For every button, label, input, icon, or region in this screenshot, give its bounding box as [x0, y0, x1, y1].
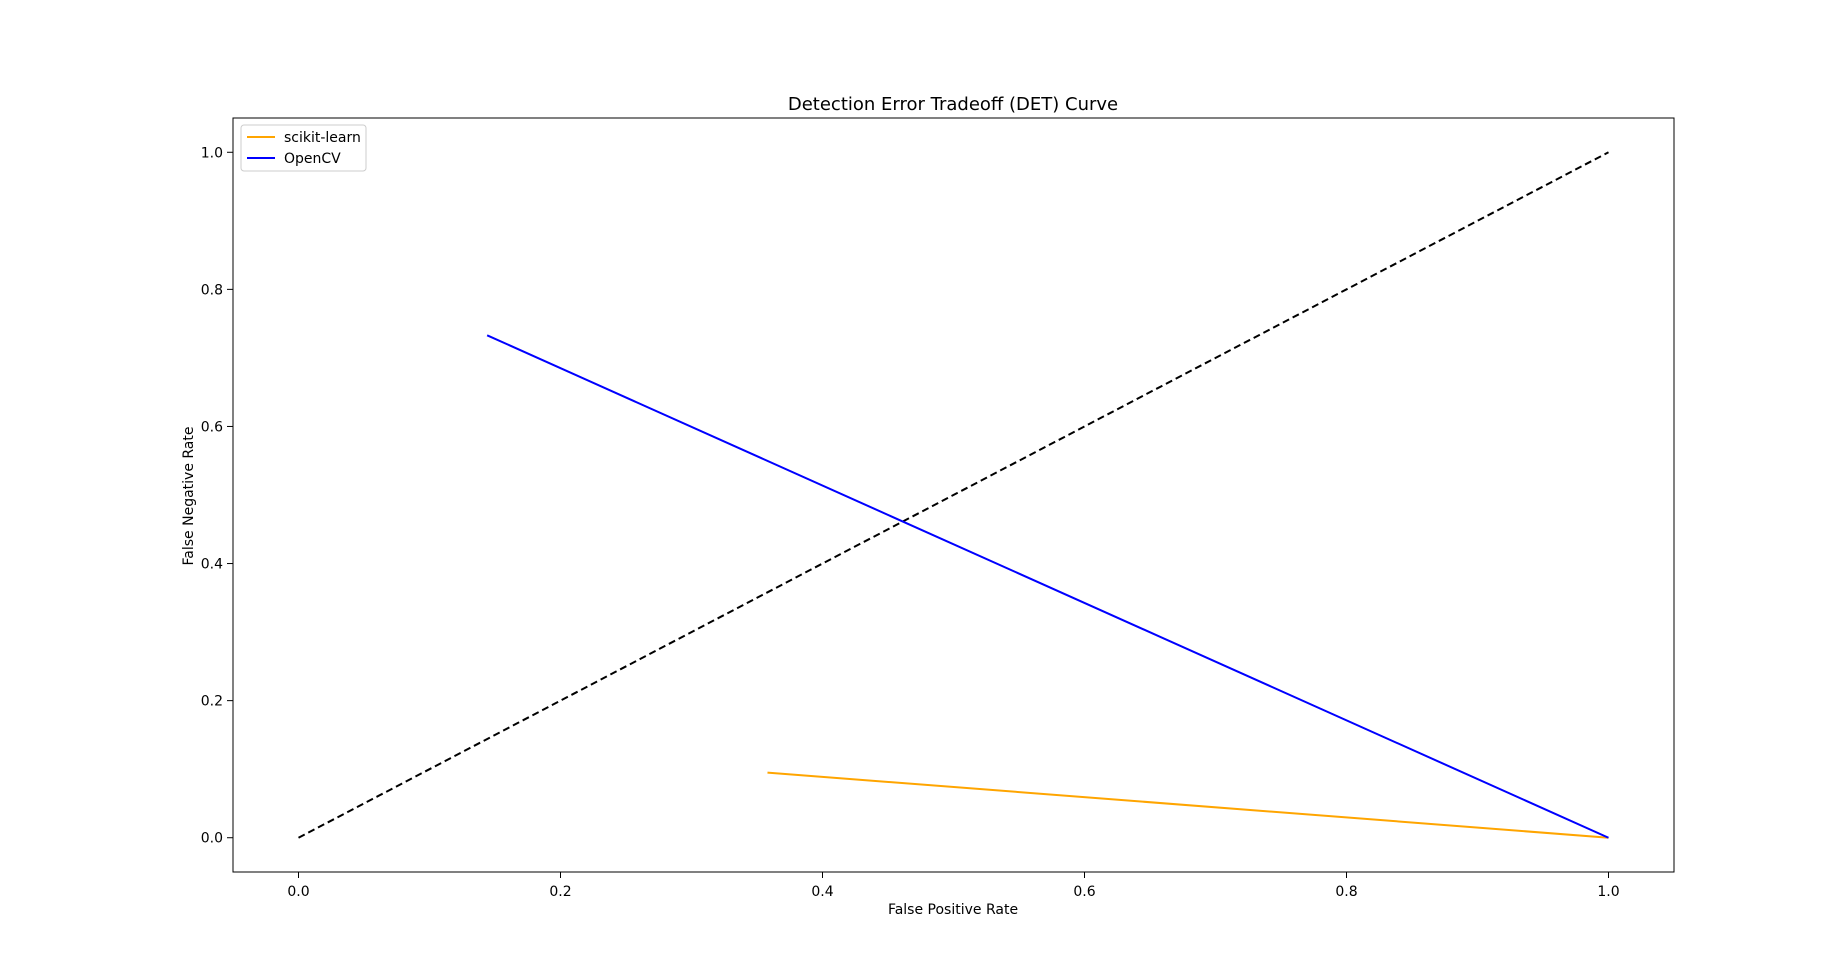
y-axis-ticks: 0.0 0.2 0.4 0.6 0.8 1.0 — [201, 145, 233, 847]
legend-label-scikit-learn: scikit-learn — [284, 130, 361, 146]
y-tick-label: 0.6 — [201, 419, 223, 435]
y-tick-label: 0.0 — [201, 831, 223, 847]
x-tick-label: 0.6 — [1073, 884, 1095, 900]
y-axis-label: False Negative Rate — [181, 427, 197, 566]
y-tick-label: 0.2 — [201, 694, 223, 710]
plot-area — [298, 151, 1609, 839]
y-tick-label: 0.8 — [201, 282, 223, 298]
x-tick-label: 0.4 — [811, 884, 833, 900]
legend: scikit-learn OpenCV — [240, 124, 367, 172]
x-axis-ticks: 0.0 0.2 0.4 0.6 0.8 1.0 — [287, 872, 1620, 900]
x-tick-label: 0.0 — [287, 884, 309, 900]
chart-title: Detection Error Tradeoff (DET) Curve — [788, 94, 1118, 115]
y-tick-label: 1.0 — [201, 145, 223, 161]
reference-diagonal-line — [298, 151, 1609, 839]
legend-label-opencv: OpenCV — [284, 151, 341, 167]
x-tick-label: 0.2 — [549, 884, 571, 900]
x-tick-label: 0.8 — [1335, 884, 1357, 900]
x-axis-label: False Positive Rate — [888, 902, 1018, 918]
y-tick-label: 0.4 — [201, 557, 223, 573]
series-line-scikit-learn — [767, 771, 1609, 839]
axes-frame — [232, 117, 1675, 873]
x-tick-label: 1.0 — [1597, 884, 1619, 900]
series-line-opencv — [486, 334, 1609, 839]
